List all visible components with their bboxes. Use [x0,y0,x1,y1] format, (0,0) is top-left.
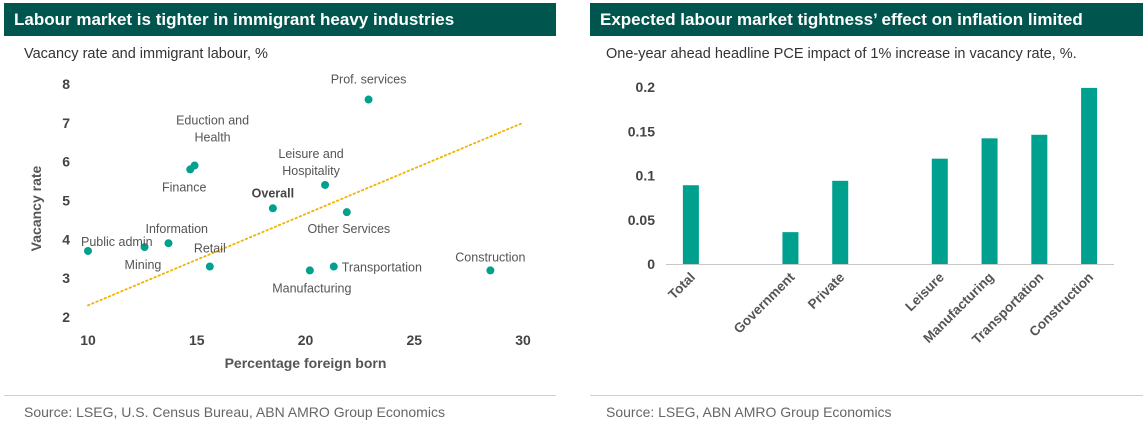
point-label: Retail [194,242,226,256]
bar [682,185,699,264]
y-axis-title: Vacancy rate [28,165,44,251]
x-tick-label: 25 [406,332,422,348]
bar [1081,87,1098,264]
scatter-point [321,180,330,189]
point-label: Eduction and [176,114,249,128]
point-label: Other Services [307,222,390,236]
scatter-point [84,246,92,255]
scatter-point [268,204,277,213]
y-tick-label: 3 [62,270,70,286]
scatter-point [205,262,214,271]
scatter-point [486,266,495,275]
category-label: Total [665,270,698,303]
bar [1031,134,1048,264]
x-tick-label: 15 [189,332,205,348]
right-chart-panel: Expected labour market tightness’ effect… [586,0,1145,424]
category-label: Government [731,269,798,336]
scatter-point [364,95,373,104]
point-label: Health [195,131,231,145]
scatter-point [305,266,314,275]
y-tick-label: 0.2 [636,79,656,95]
y-tick-label: 0.1 [636,168,656,184]
point-label: Construction [455,250,525,264]
left-divider [4,395,556,396]
x-tick-label: 10 [80,332,96,348]
right-chart-title: Expected labour market tightness’ effect… [590,3,1143,36]
bar-chart: 0 0.05 0.1 0.15 0.2 Total Government Private Lei… [628,79,1114,347]
y-tick-label: 0 [647,256,655,272]
y-tick-label: 6 [62,154,70,170]
left-source: Source: LSEG, U.S. Census Bureau, ABN AM… [24,404,445,420]
point-label: Manufacturing [272,281,351,295]
scatter-point [186,165,195,174]
left-chart-subtitle: Vacancy rate and immigrant labour, % [24,46,268,62]
left-chart-title: Labour market is tighter in immigrant he… [4,3,556,36]
x-axis-title: Percentage foreign born [225,355,387,371]
y-tick-label: 5 [62,193,70,209]
bar [832,180,849,264]
scatter-point [329,262,338,271]
category-label: Leisure [902,269,947,314]
y-tick-label: 2 [62,309,70,325]
y-tick-label: 7 [62,115,70,131]
bar [931,158,948,264]
point-label: Overall [252,186,294,200]
point-label: Hospitality [282,164,340,178]
right-divider [590,395,1143,396]
scatter-chart: 2 3 4 5 6 7 8 10 15 20 25 30 Percentage foreign born… [28,73,531,371]
y-tick-label: 8 [62,76,70,92]
y-tick-label: 0.15 [628,123,655,139]
point-label: Finance [162,180,207,194]
x-tick-label: 30 [515,332,531,348]
right-chart-subtitle: One-year ahead headline PCE impact of 1%… [606,46,1077,62]
scatter-point [164,239,173,248]
scatter-point [342,208,351,217]
bar [981,138,998,264]
point-label: Public admin [81,235,153,249]
left-chart-panel: Labour market is tighter in immigrant he… [0,0,560,424]
x-tick-label: 20 [298,332,314,348]
point-label: Mining [125,258,162,272]
point-label: Leisure and [278,147,343,161]
bar [782,232,799,264]
category-label: Private [805,269,848,312]
trend-line [87,121,524,307]
point-label: Prof. services [331,73,407,87]
y-tick-label: 4 [62,231,70,247]
point-label: Information [145,222,208,236]
y-tick-label: 0.05 [628,212,655,228]
point-label: Transportation [342,261,422,275]
right-source: Source: LSEG, ABN AMRO Group Economics [606,404,892,420]
scatter-point [140,243,149,252]
